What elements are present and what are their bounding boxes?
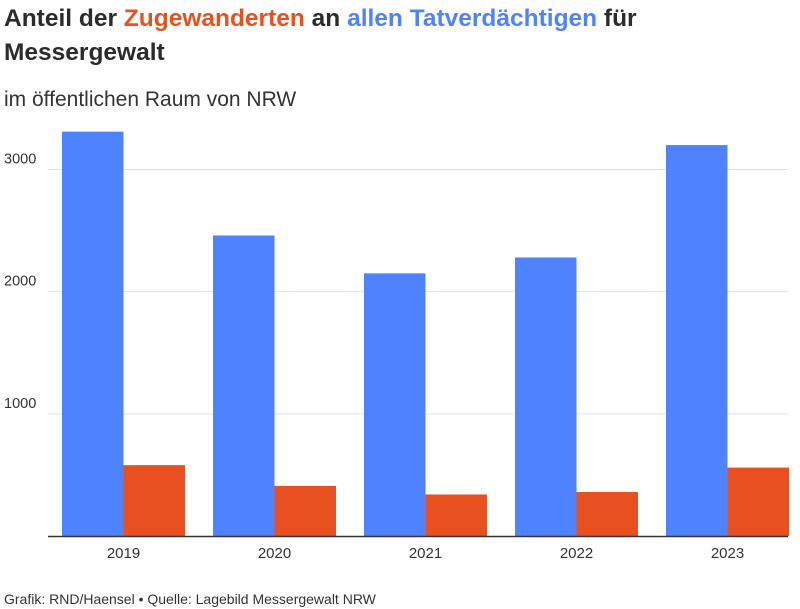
y-tick-label-3000: 3000 <box>4 152 36 168</box>
bar-all-suspects-2020 <box>213 235 275 536</box>
y-tick-label-2000: 2000 <box>4 274 36 290</box>
bar-all-suspects-2021 <box>364 273 426 536</box>
bar-immigrants-2023 <box>727 467 789 536</box>
title-highlight-all-suspects: allen Tatverdächtigen <box>347 5 598 32</box>
bar-immigrants-2020 <box>274 485 336 536</box>
bar-immigrants-2022 <box>576 492 638 536</box>
title-text-1: Anteil der <box>4 5 124 32</box>
source-credit: Grafik: RND/Haensel • Quelle: Lagebild M… <box>4 591 376 607</box>
title-highlight-immigrants: Zugewanderten <box>123 5 305 32</box>
chart-title: Anteil der Zugewanderten an allen Tatver… <box>4 2 794 70</box>
x-tick-label-2019: 2019 <box>107 545 140 562</box>
y-tick-label-1000: 1000 <box>4 396 36 412</box>
bar-immigrants-2021 <box>425 494 487 536</box>
x-tick-label-2023: 2023 <box>711 545 744 562</box>
bar-all-suspects-2022 <box>515 257 577 536</box>
x-tick-label-2021: 2021 <box>409 545 442 562</box>
title-text-2: an <box>304 5 348 32</box>
chart-subtitle: im öffentlichen Raum von NRW <box>4 88 297 111</box>
bar-all-suspects-2019 <box>62 131 124 536</box>
x-tick-label-2022: 2022 <box>560 545 593 562</box>
bar-all-suspects-2023 <box>666 145 728 537</box>
x-tick-label-2020: 2020 <box>258 545 291 562</box>
title-text-3: für Messergewalt <box>4 5 637 66</box>
bar-immigrants-2019 <box>123 465 185 536</box>
